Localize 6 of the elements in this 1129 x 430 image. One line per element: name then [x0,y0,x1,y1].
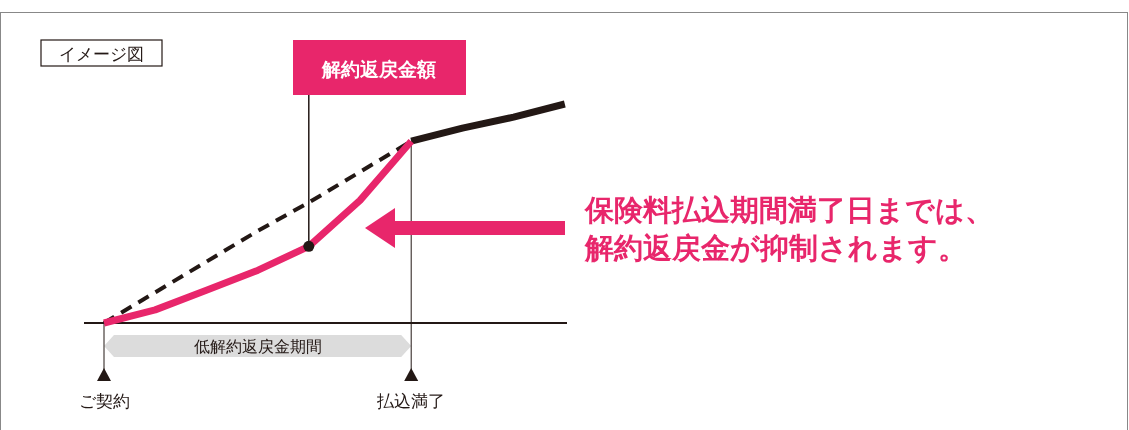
text: 解約返戻金額 [321,58,436,80]
text: 保険料払込期間満了日までは、解約返戻金が抑制されます。 [585,192,995,267]
x-tick-label: 払込満了 [376,391,446,411]
x-tick-label: ご契約 [78,391,130,411]
text: イメージ図 [58,44,144,64]
text: 低解約返戻金期間 [193,337,322,356]
